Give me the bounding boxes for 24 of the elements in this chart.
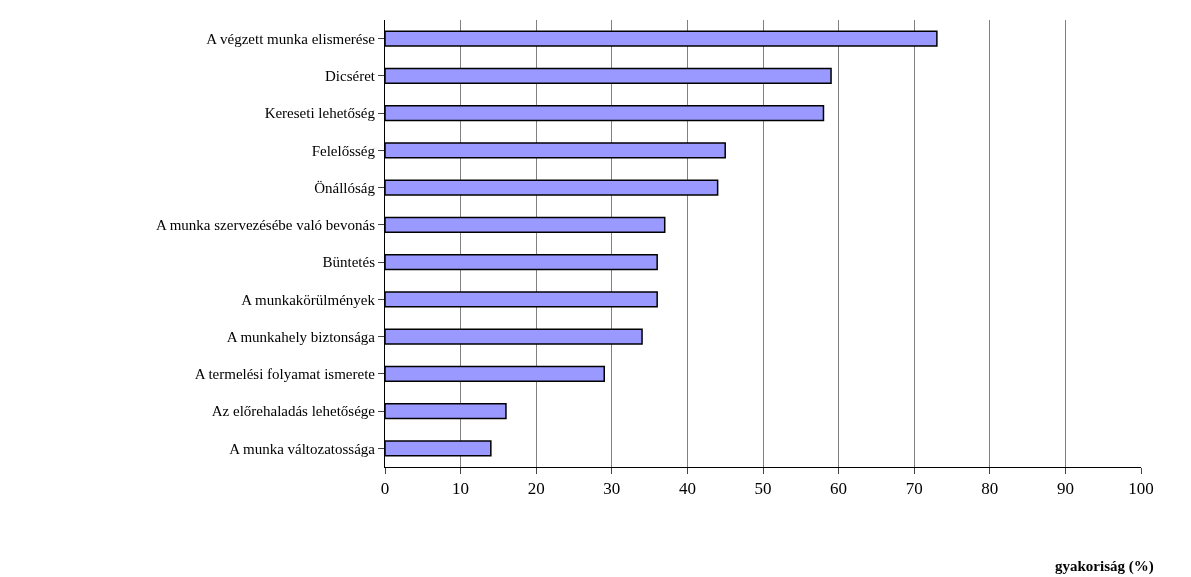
x-tick-label: 30 [603,479,621,499]
x-tick-label: 10 [452,479,470,499]
y-tick-label: Felelősség [311,142,376,159]
x-tick-label: 20 [527,479,545,499]
x-tick-label: 40 [678,479,696,499]
x-tick-label: 90 [1056,479,1074,499]
x-axis-title: gyakoriság (%) [1055,558,1154,575]
y-tick-label: A munkahely biztonsága [226,328,376,345]
y-tick-label: A végzett munka elismerése [206,30,376,47]
x-tick-label: 0 [380,479,390,499]
y-tick-label: A munkakörülmények [241,291,376,308]
y-tick-label: A munka változatossága [229,440,376,457]
y-tick-label: A termelési folyamat ismerete [194,366,376,383]
x-tick-label: 60 [830,479,848,499]
x-tick-label: 80 [981,479,999,499]
y-tick-label: A munka szervezésébe való bevonás [155,217,376,234]
y-tick-label: Büntetés [322,254,376,271]
x-tick-label: 70 [905,479,923,499]
y-tick-label: Az előrehaladás lehetősége [211,403,376,420]
x-tick-label: 50 [754,479,772,499]
y-tick-label: Önállóság [314,179,376,196]
x-tick-label: 100 [1128,479,1154,499]
y-tick-label: Dicséret [325,68,376,85]
y-tick-label: Kereseti lehetőség [264,105,376,122]
